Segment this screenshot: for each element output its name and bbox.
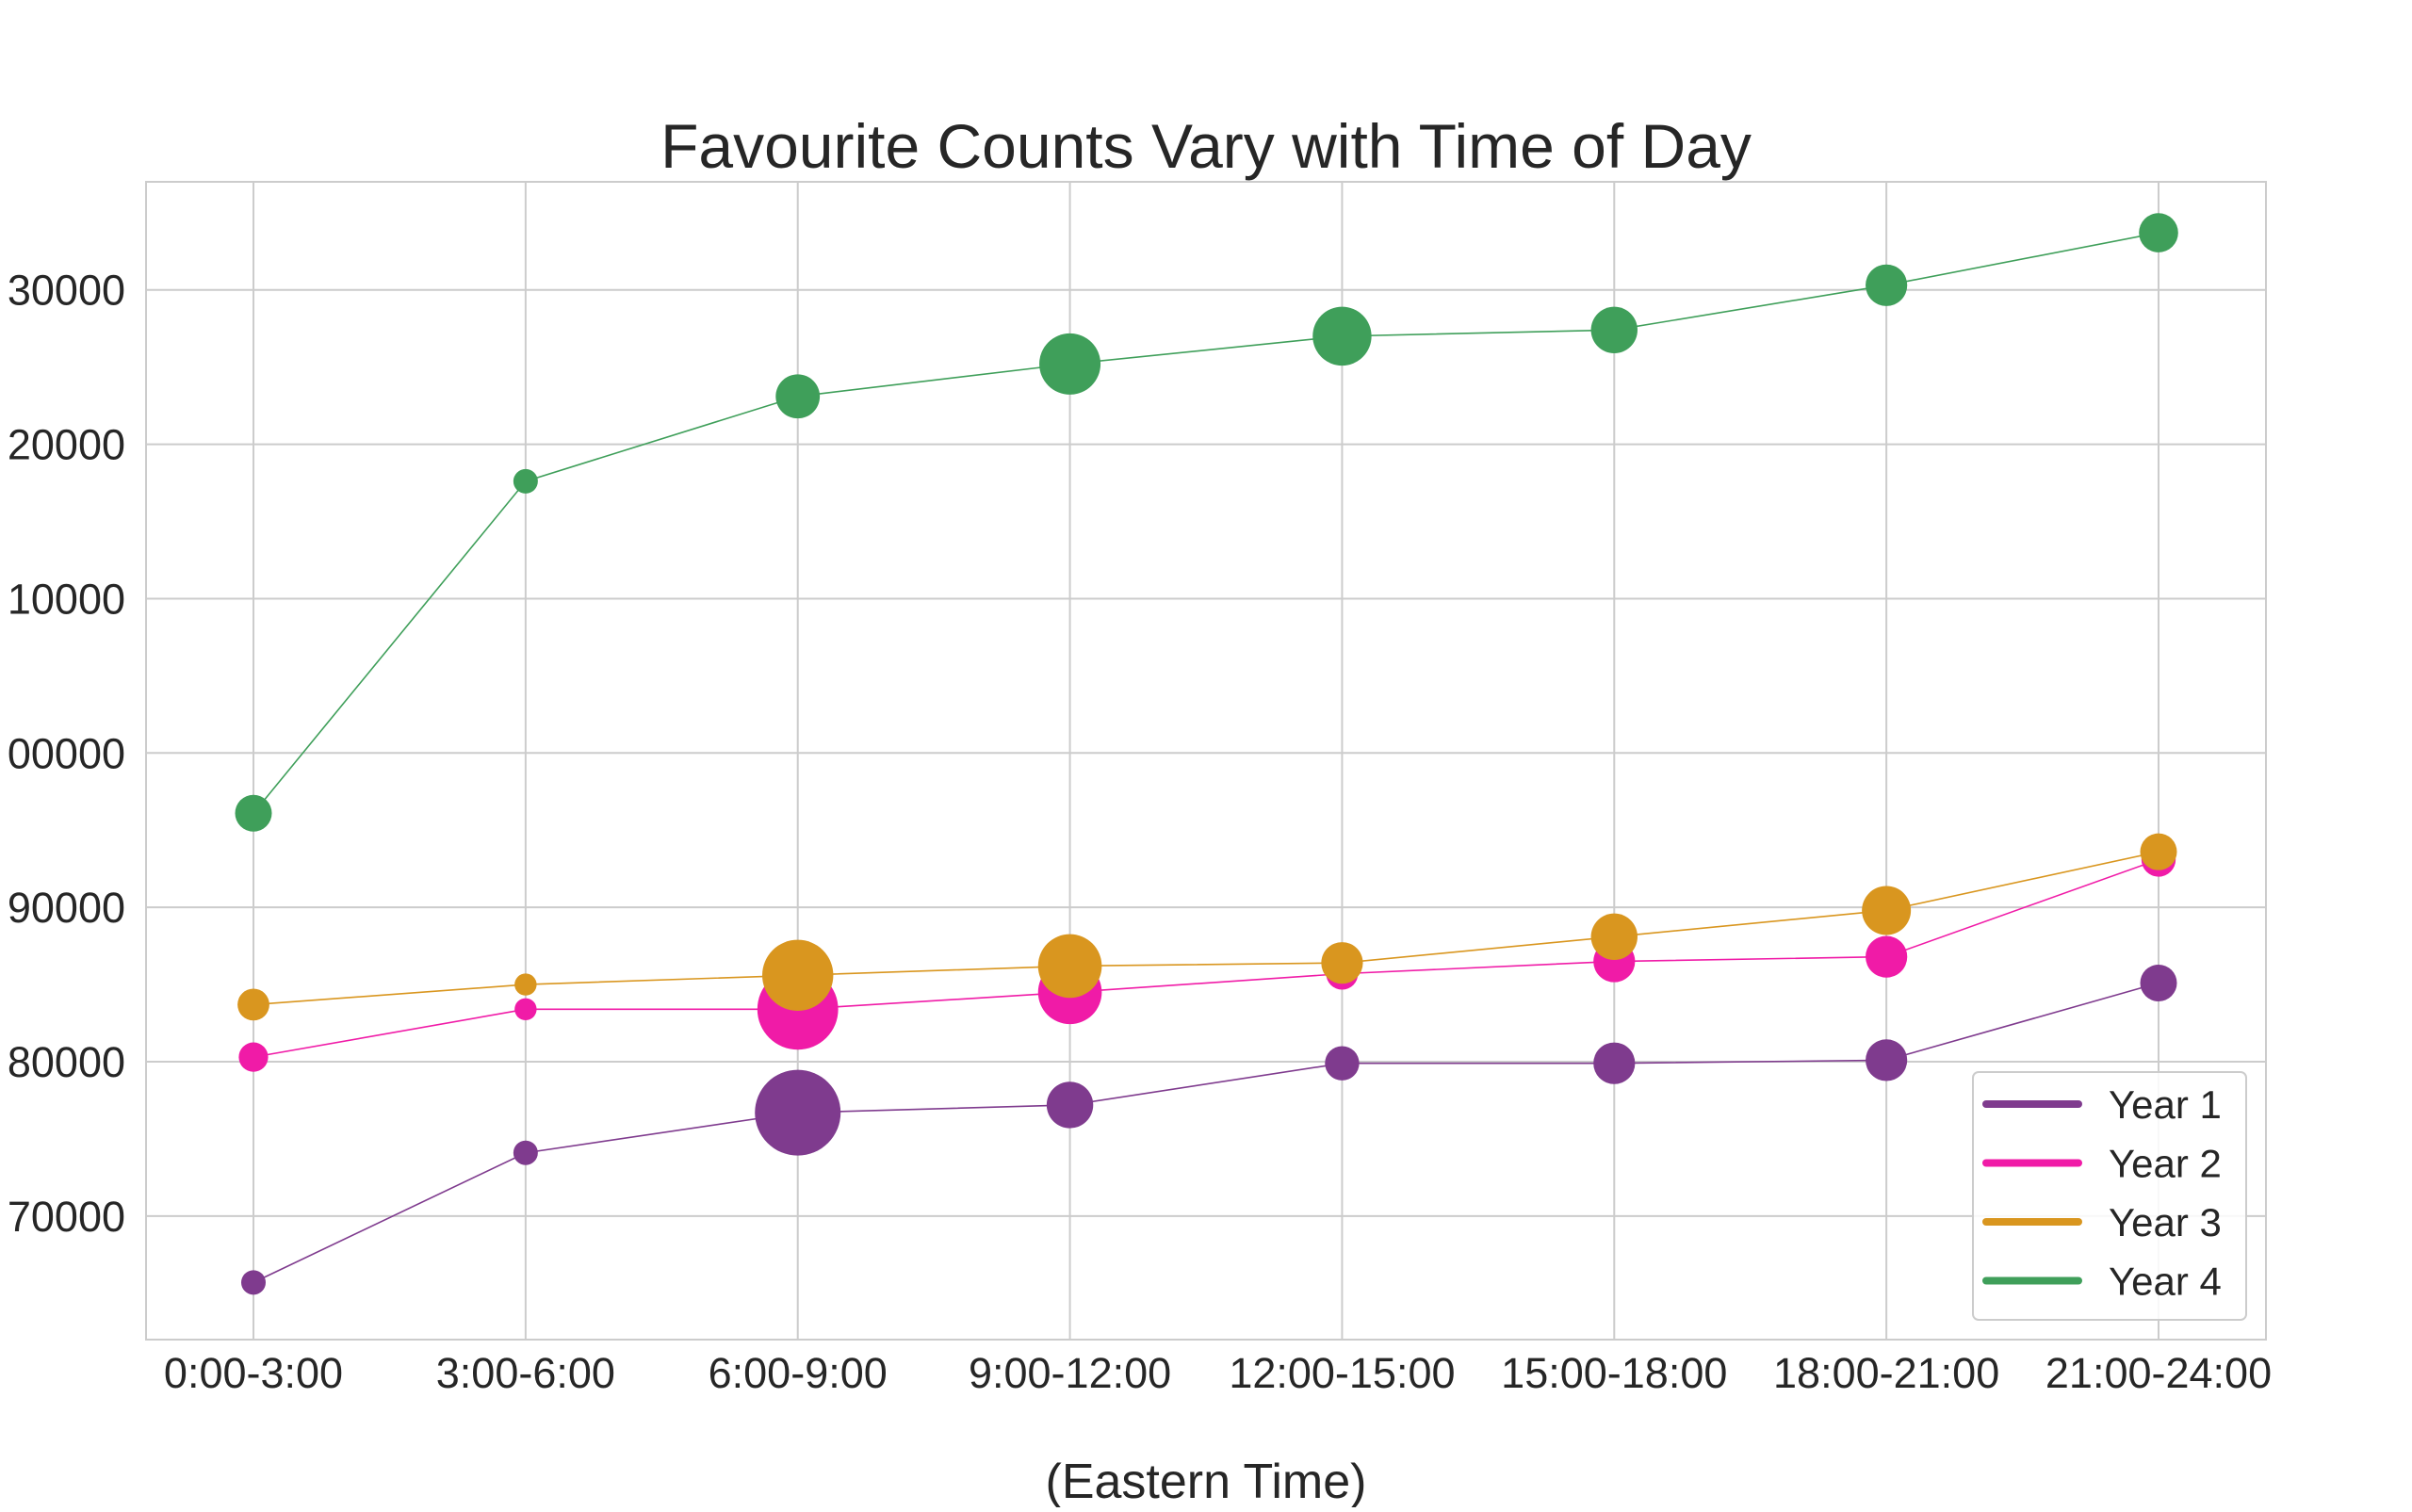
data-point	[237, 988, 269, 1021]
data-point	[1325, 1046, 1360, 1081]
chart-title: Favourite Counts Vary with Time of Day	[660, 111, 1752, 181]
plot-frame	[145, 181, 2267, 1341]
x-axis-label: (Eastern Time)	[1046, 1455, 1367, 1507]
x-tick-label: 12:00-15:00	[1229, 1349, 1455, 1397]
data-point	[1046, 1081, 1094, 1129]
x-tick-label: 9:00-12:00	[969, 1349, 1171, 1397]
series-line	[253, 982, 2159, 1284]
data-point	[514, 973, 537, 996]
legend-item: Year 2	[1982, 1142, 2222, 1186]
grid-lines	[146, 182, 2266, 1340]
legend-item: Year 4	[1982, 1260, 2222, 1304]
data-point	[1039, 333, 1101, 395]
y-tick-label: 00000	[8, 729, 125, 777]
series-line	[253, 858, 2159, 1058]
data-point	[514, 998, 537, 1021]
series-3	[237, 833, 2177, 1021]
data-point	[1590, 306, 1638, 354]
legend-label: Year 1	[2109, 1082, 2222, 1127]
series-4	[235, 213, 2178, 832]
y-tick-label: 30000	[8, 267, 125, 315]
data-point	[1866, 1039, 1908, 1081]
y-tick-label: 70000	[8, 1193, 125, 1241]
data-point	[2139, 213, 2178, 252]
data-point	[1321, 942, 1363, 984]
data-point	[1312, 306, 1372, 366]
y-axis-ticks: 70000 80000 90000 00000 10000 20000 30000	[8, 267, 125, 1241]
data-point	[235, 794, 272, 832]
series-line	[253, 851, 2159, 1006]
data-point	[513, 1140, 538, 1165]
data-point	[241, 1270, 266, 1295]
legend-frame	[1972, 1071, 2247, 1321]
legend-label: Year 3	[2109, 1200, 2222, 1244]
x-tick-label: 6:00-9:00	[709, 1349, 888, 1397]
series-1	[241, 964, 2177, 1295]
data-point	[775, 374, 821, 419]
legend-item: Year 3	[1982, 1200, 2222, 1244]
x-tick-label: 0:00-3:00	[164, 1349, 343, 1397]
series-2	[238, 842, 2176, 1072]
data-point	[1866, 264, 1908, 306]
x-tick-label: 3:00-6:00	[436, 1349, 615, 1397]
legend-item: Year 1	[1982, 1082, 2222, 1127]
x-tick-label: 15:00-18:00	[1501, 1349, 1727, 1397]
data-point	[755, 1069, 841, 1156]
x-tick-label: 21:00-24:00	[2045, 1349, 2272, 1397]
data-point	[1593, 1042, 1636, 1084]
data-point	[762, 939, 834, 1011]
x-axis-ticks: 0:00-3:00 3:00-6:00 6:00-9:00 9:00-12:00 12:…	[164, 1349, 2272, 1397]
data-point	[1862, 886, 1912, 935]
legend-label: Year 2	[2109, 1142, 2222, 1186]
data-point	[238, 1042, 269, 1072]
data-point	[2140, 833, 2177, 870]
series-line	[253, 232, 2159, 814]
data-point	[1866, 935, 1908, 978]
data-point	[513, 468, 538, 494]
legend-label: Year 4	[2109, 1260, 2222, 1304]
y-tick-label: 10000	[8, 575, 125, 623]
data-series	[235, 213, 2178, 1295]
legend: Year 1 Year 2 Year 3 Year 4	[1972, 1071, 2247, 1321]
data-point	[2140, 964, 2177, 1001]
y-tick-label: 90000	[8, 884, 125, 932]
data-point	[1590, 913, 1638, 961]
x-tick-label: 18:00-21:00	[1773, 1349, 1999, 1397]
y-tick-label: 80000	[8, 1038, 125, 1086]
y-tick-label: 20000	[8, 421, 125, 469]
data-point	[1037, 934, 1102, 999]
legend-items: Year 1 Year 2 Year 3 Year 4	[1982, 1082, 2222, 1304]
